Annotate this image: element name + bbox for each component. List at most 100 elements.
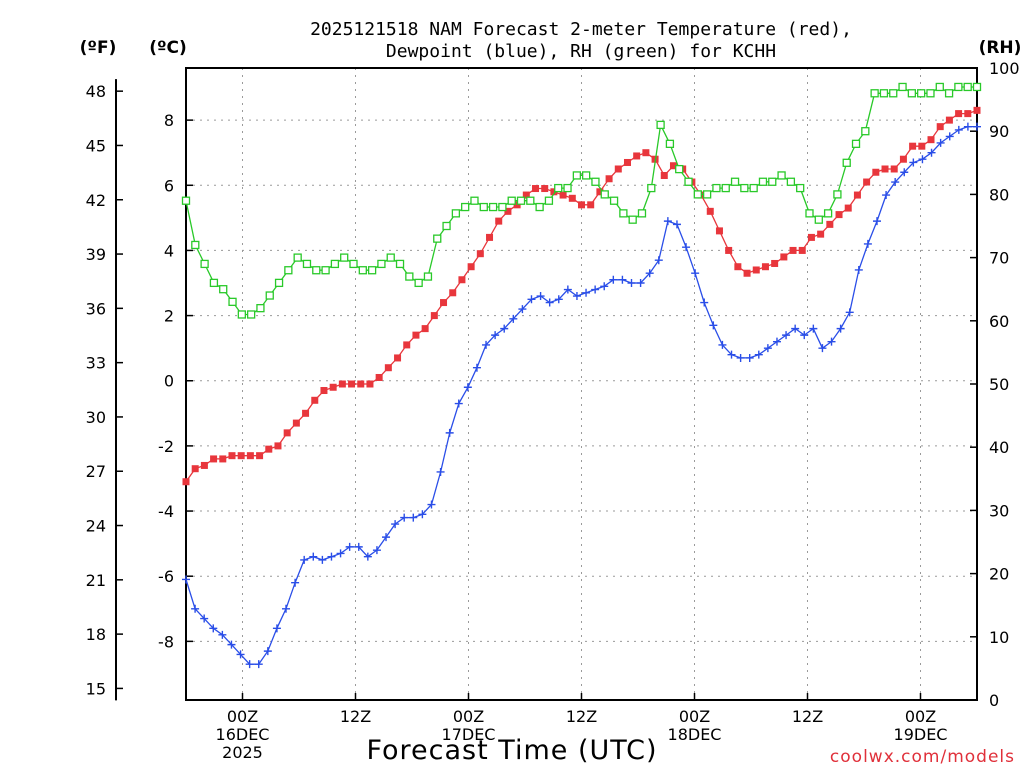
temperature-point [752, 266, 760, 274]
temperature-point [725, 246, 733, 254]
rh-point [498, 202, 507, 212]
fahrenheit-tick-label-42: 42 [86, 191, 106, 210]
temperature-point [596, 188, 604, 196]
rh-point [377, 259, 386, 269]
dewpoint-point [572, 292, 581, 301]
time-tick-label-3-0: 12Z [566, 707, 597, 726]
rh-tick-label-20: 20 [989, 565, 1009, 584]
rh-point [768, 177, 777, 186]
rh-point [730, 177, 740, 186]
rh-point [619, 209, 628, 218]
temperature-point [504, 207, 512, 215]
dewpoint-point [900, 168, 909, 177]
rh-tick-label-50: 50 [989, 375, 1009, 394]
rh-point [963, 82, 972, 92]
rh-axis-label: (RH) [979, 38, 1022, 58]
rh-tick-label-40: 40 [989, 438, 1009, 457]
grid-lines [186, 68, 977, 700]
rh-point [861, 127, 870, 136]
celsius-tick-label-2: 2 [164, 307, 174, 326]
temperature-point [384, 364, 392, 372]
dewpoint-point [936, 138, 945, 147]
dewpoint-point [363, 552, 372, 561]
dewpoint-point [454, 399, 463, 408]
temperature-point [458, 276, 466, 284]
dewpoint-point [745, 353, 754, 362]
dewpoint-point [382, 533, 391, 542]
series-line-1 [185, 125, 977, 665]
temperature-point [412, 331, 420, 339]
rh-point [684, 177, 693, 186]
temperature-point [403, 341, 411, 349]
temperature-point [421, 325, 429, 333]
dewpoint-point [782, 331, 791, 340]
rh-point [256, 304, 265, 313]
dewpoint-point [554, 295, 563, 304]
temperature-point [780, 253, 788, 261]
rh-point [702, 190, 712, 199]
temperature-point [844, 204, 852, 212]
fahrenheit-tick-label-30: 30 [86, 408, 106, 427]
temperature-point [614, 165, 622, 173]
fahrenheit-tick-label-33: 33 [86, 354, 106, 373]
temperature-point [660, 172, 668, 180]
rh-point [386, 253, 395, 262]
dewpoint-point [354, 542, 363, 551]
temperature-point [329, 383, 337, 391]
rh-point [544, 196, 554, 205]
fahrenheit-tick-label-15: 15 [86, 679, 106, 698]
dewpoint-point [463, 383, 472, 392]
temperature-point [936, 123, 944, 131]
dewpoint-point [863, 239, 872, 248]
chart-title-line-1: 2025121518 NAM Forecast 2-meter Temperat… [310, 19, 852, 40]
dewpoint-point [672, 220, 681, 229]
dewpoint-point [591, 285, 600, 294]
rh-point [516, 196, 526, 205]
time-tick-label-4-1: 18DEC [668, 725, 722, 744]
dewpoint-point [927, 148, 936, 157]
temperature-point [568, 194, 576, 202]
dewpoint-point [409, 513, 418, 522]
dewpoint-point [809, 324, 818, 333]
rh-point [851, 139, 861, 148]
celsius-tick-label--4: -4 [158, 502, 174, 521]
rh-tick-label-90: 90 [989, 122, 1009, 141]
dewpoint-point [963, 122, 972, 131]
dewpoint-point [973, 122, 981, 131]
dewpoint-point [345, 542, 354, 551]
temperature-point [945, 116, 953, 124]
rh-point [833, 190, 842, 199]
x-axis-label: Forecast Time (UTC) [366, 735, 657, 766]
rh-point [293, 253, 302, 262]
temperature-point [246, 452, 254, 460]
celsius-tick-label--6: -6 [158, 567, 174, 586]
rh-point [358, 266, 367, 275]
time-tick-label-0-1: 16DEC [216, 725, 270, 744]
dewpoint-point [309, 552, 318, 561]
temperature-point [715, 227, 723, 235]
fahrenheit-tick-label-39: 39 [86, 245, 106, 264]
rh-point [777, 171, 786, 180]
rh-point [712, 183, 721, 193]
temperature-point [807, 233, 815, 241]
rh-point [749, 183, 758, 193]
rh-point [693, 190, 702, 199]
temperature-point [219, 455, 227, 463]
dewpoint-point [472, 363, 481, 372]
temperature-point [761, 263, 769, 271]
dewpoint-point [482, 340, 491, 349]
dewpoint-point [291, 578, 300, 587]
temperature-point [348, 380, 356, 388]
rh-point [507, 196, 516, 205]
temperature-point [899, 155, 907, 163]
rh-point [265, 291, 274, 300]
rh-point [330, 259, 340, 269]
dewpoint-point [254, 660, 263, 669]
temperature-point [338, 380, 346, 388]
rh-point [600, 190, 609, 199]
dewpoint-point [845, 308, 854, 317]
dewpoint-point [263, 647, 272, 656]
rh-point [479, 202, 488, 212]
temperature-point [835, 211, 843, 219]
